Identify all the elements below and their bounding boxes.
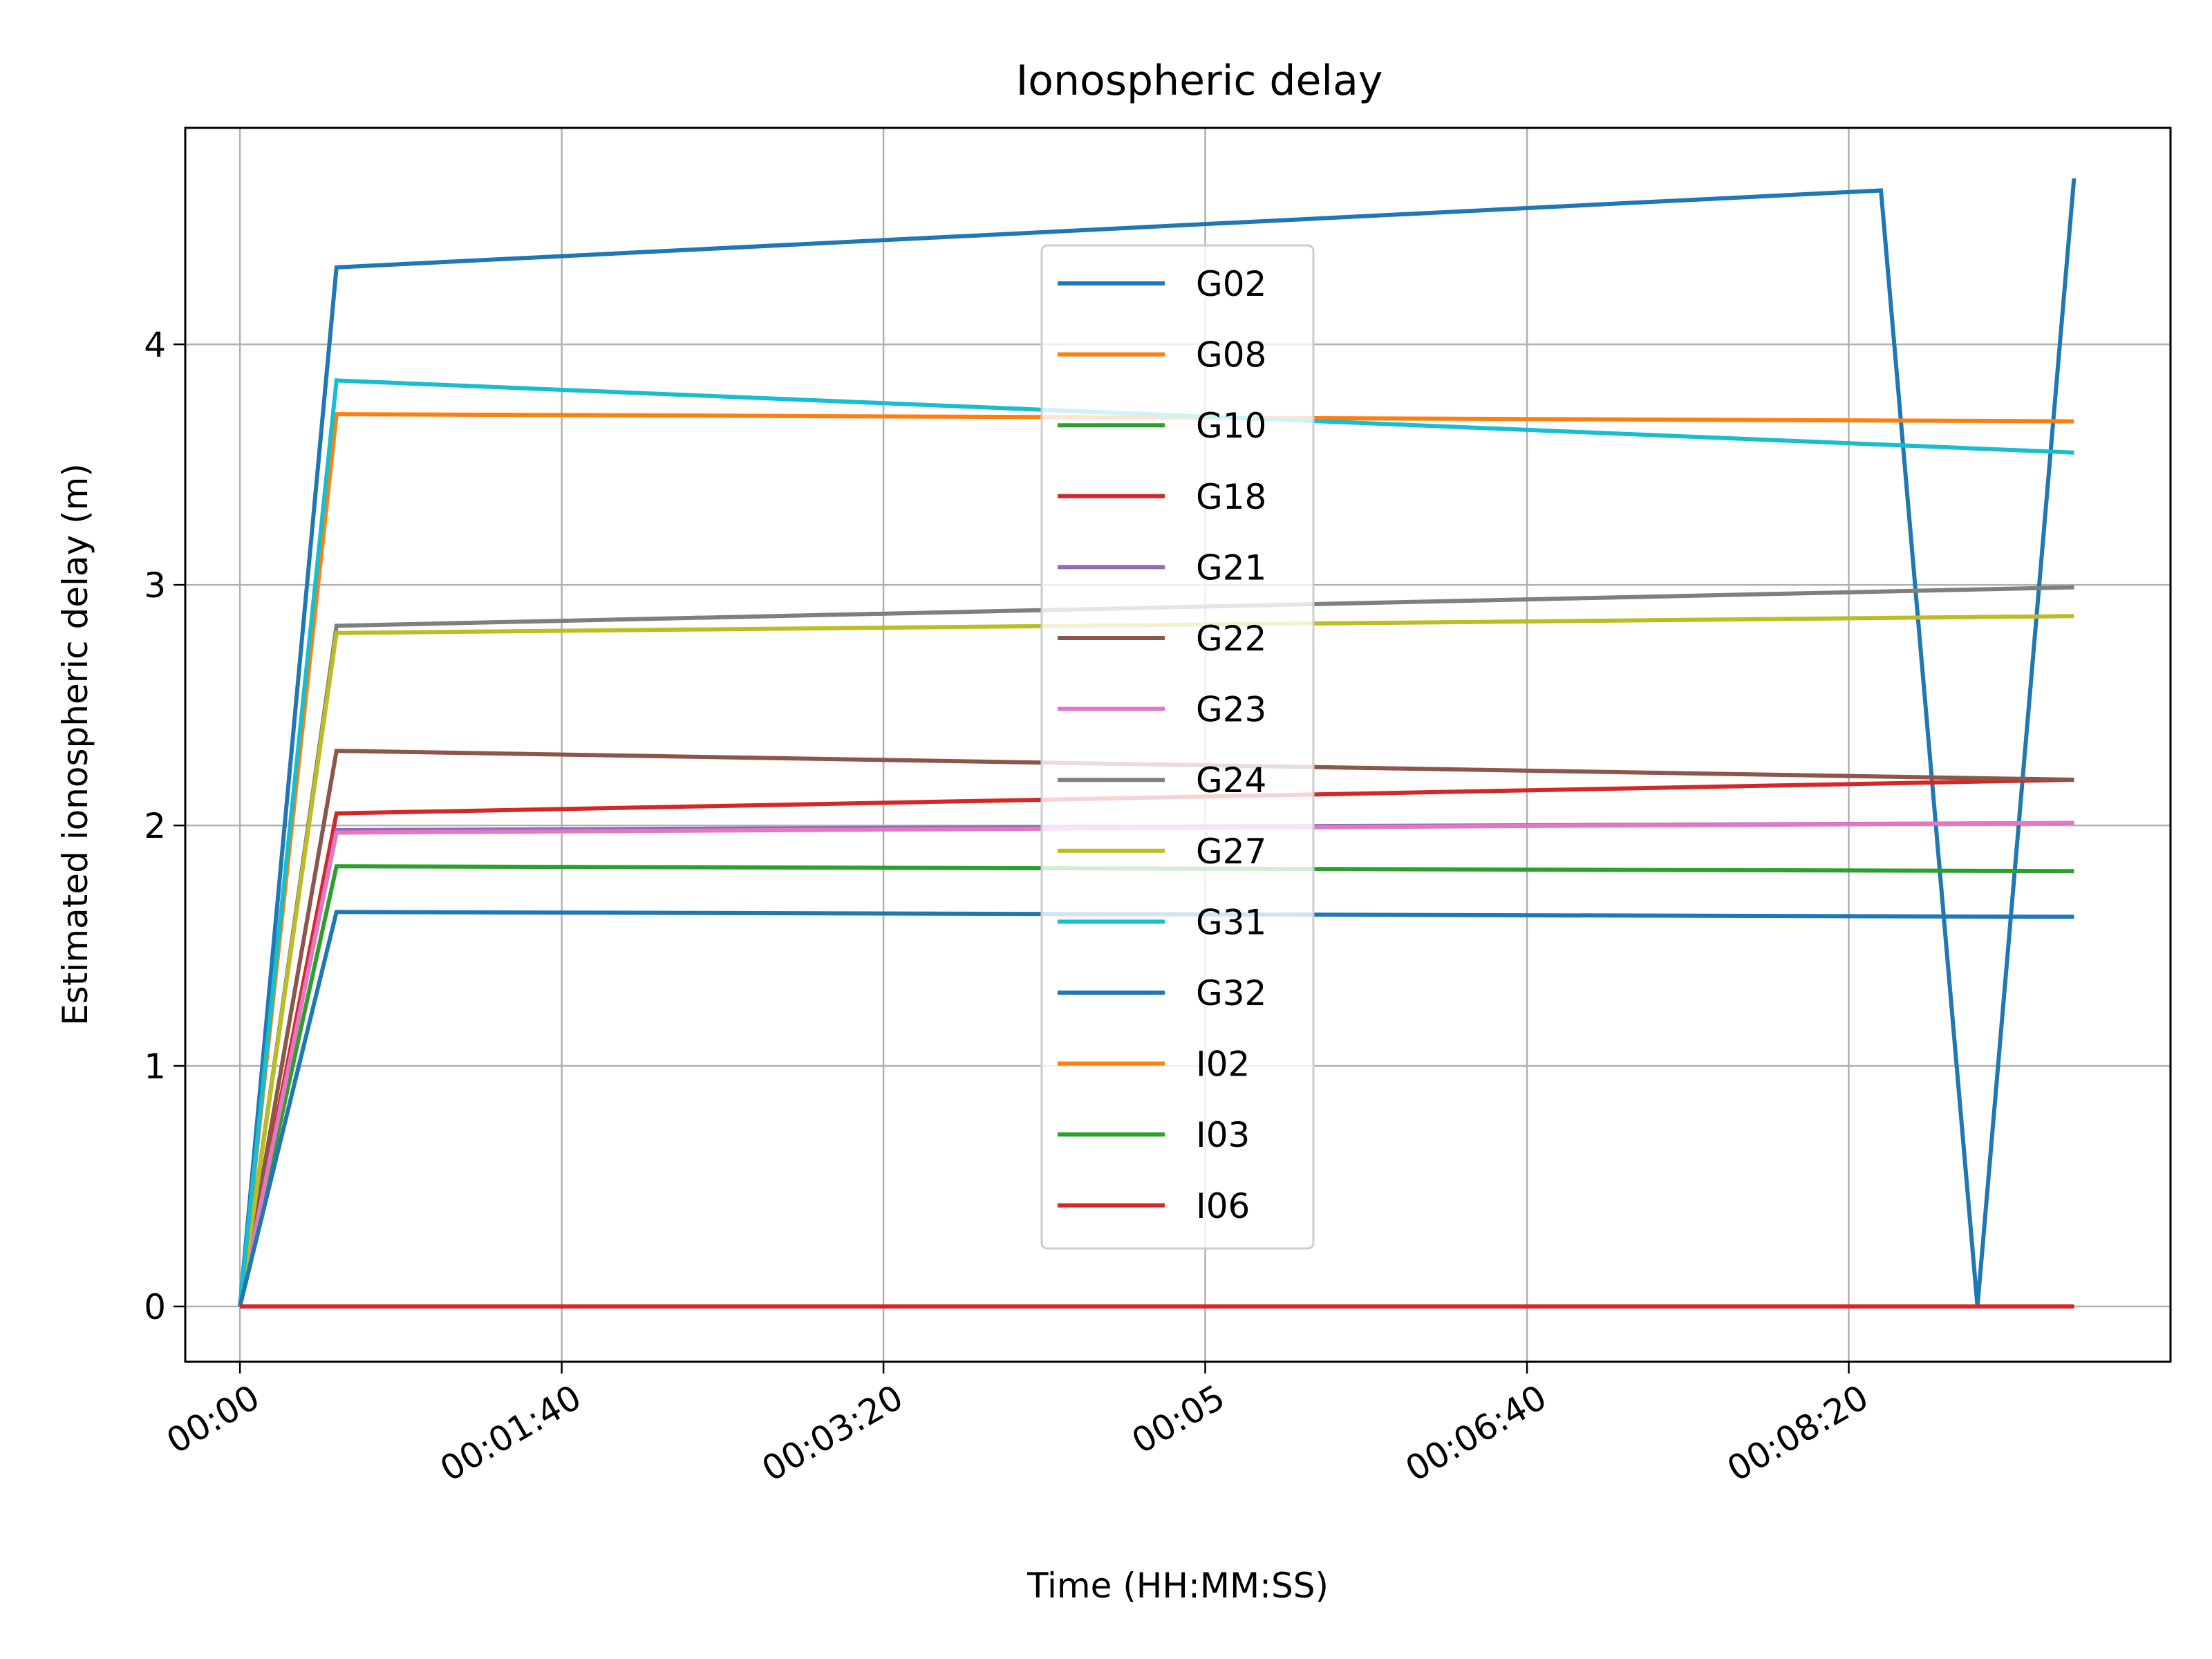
y-tick-label: 1 bbox=[144, 1047, 166, 1087]
plot-frame bbox=[184, 126, 2172, 1363]
legend-label: G27 bbox=[1196, 832, 1266, 872]
y-axis-label: Estimated ionospheric delay (m) bbox=[55, 463, 95, 1026]
series-line-g10 bbox=[238, 864, 2074, 1307]
y-tick-label: 3 bbox=[144, 565, 166, 606]
legend: G02 G08 G10 G18 G21 G22 G23 G24 G27 G31 G32 I02 I03 I… bbox=[1040, 244, 1315, 1250]
legend-label: G23 bbox=[1196, 690, 1266, 730]
legend-label: G08 bbox=[1196, 335, 1266, 375]
series-lines bbox=[238, 178, 2077, 1309]
y-tick-label: 2 bbox=[144, 806, 166, 846]
legend-label: G22 bbox=[1196, 619, 1266, 659]
legend-label: G31 bbox=[1196, 902, 1266, 942]
y-tick-label: 0 bbox=[144, 1287, 166, 1327]
legend-label: G32 bbox=[1196, 973, 1266, 1013]
legend-label: I06 bbox=[1196, 1186, 1250, 1226]
legend-box bbox=[1040, 244, 1315, 1250]
legend-label: G21 bbox=[1196, 547, 1266, 588]
series-line-g02 bbox=[238, 178, 2077, 1307]
series-line-g31 bbox=[238, 378, 2074, 1307]
series-line-g32 bbox=[238, 910, 2074, 1307]
series-line-g27 bbox=[238, 614, 2074, 1307]
legend-label: I02 bbox=[1196, 1044, 1250, 1085]
series-line-g22 bbox=[238, 749, 2074, 1307]
legend-label: G02 bbox=[1196, 264, 1266, 304]
chart-title: Ionospheric delay bbox=[1016, 57, 1383, 105]
x-axis-label: Time (HH:MM:SS) bbox=[1027, 1566, 1329, 1606]
series-line-g23 bbox=[238, 821, 2074, 1307]
legend-label: G10 bbox=[1196, 406, 1266, 446]
legend-label: I03 bbox=[1196, 1115, 1250, 1155]
legend-label: G18 bbox=[1196, 477, 1266, 517]
y-axis-ticks: 0 1 2 3 4 bbox=[144, 325, 185, 1327]
y-tick-label: 4 bbox=[144, 325, 166, 365]
legend-label: G24 bbox=[1196, 760, 1266, 800]
